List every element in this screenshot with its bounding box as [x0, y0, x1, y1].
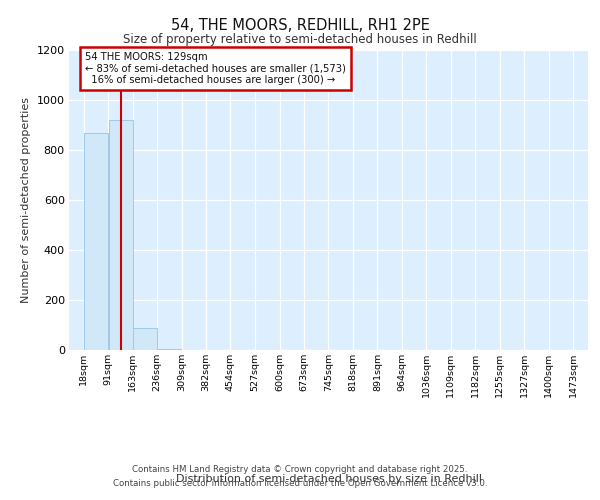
Text: 54 THE MOORS: 129sqm
← 83% of semi-detached houses are smaller (1,573)
  16% of : 54 THE MOORS: 129sqm ← 83% of semi-detac… [85, 52, 346, 84]
Bar [133, 328, 157, 350]
Text: 54, THE MOORS, REDHILL, RH1 2PE: 54, THE MOORS, REDHILL, RH1 2PE [170, 18, 430, 32]
Bar [84, 132, 108, 350]
Text: Contains HM Land Registry data © Crown copyright and database right 2025.
Contai: Contains HM Land Registry data © Crown c… [113, 466, 487, 487]
Y-axis label: Number of semi-detached properties: Number of semi-detached properties [21, 97, 31, 303]
Bar [109, 120, 133, 350]
Bar [157, 349, 181, 350]
Text: Size of property relative to semi-detached houses in Redhill: Size of property relative to semi-detach… [123, 32, 477, 46]
X-axis label: Distribution of semi-detached houses by size in Redhill: Distribution of semi-detached houses by … [176, 474, 482, 484]
